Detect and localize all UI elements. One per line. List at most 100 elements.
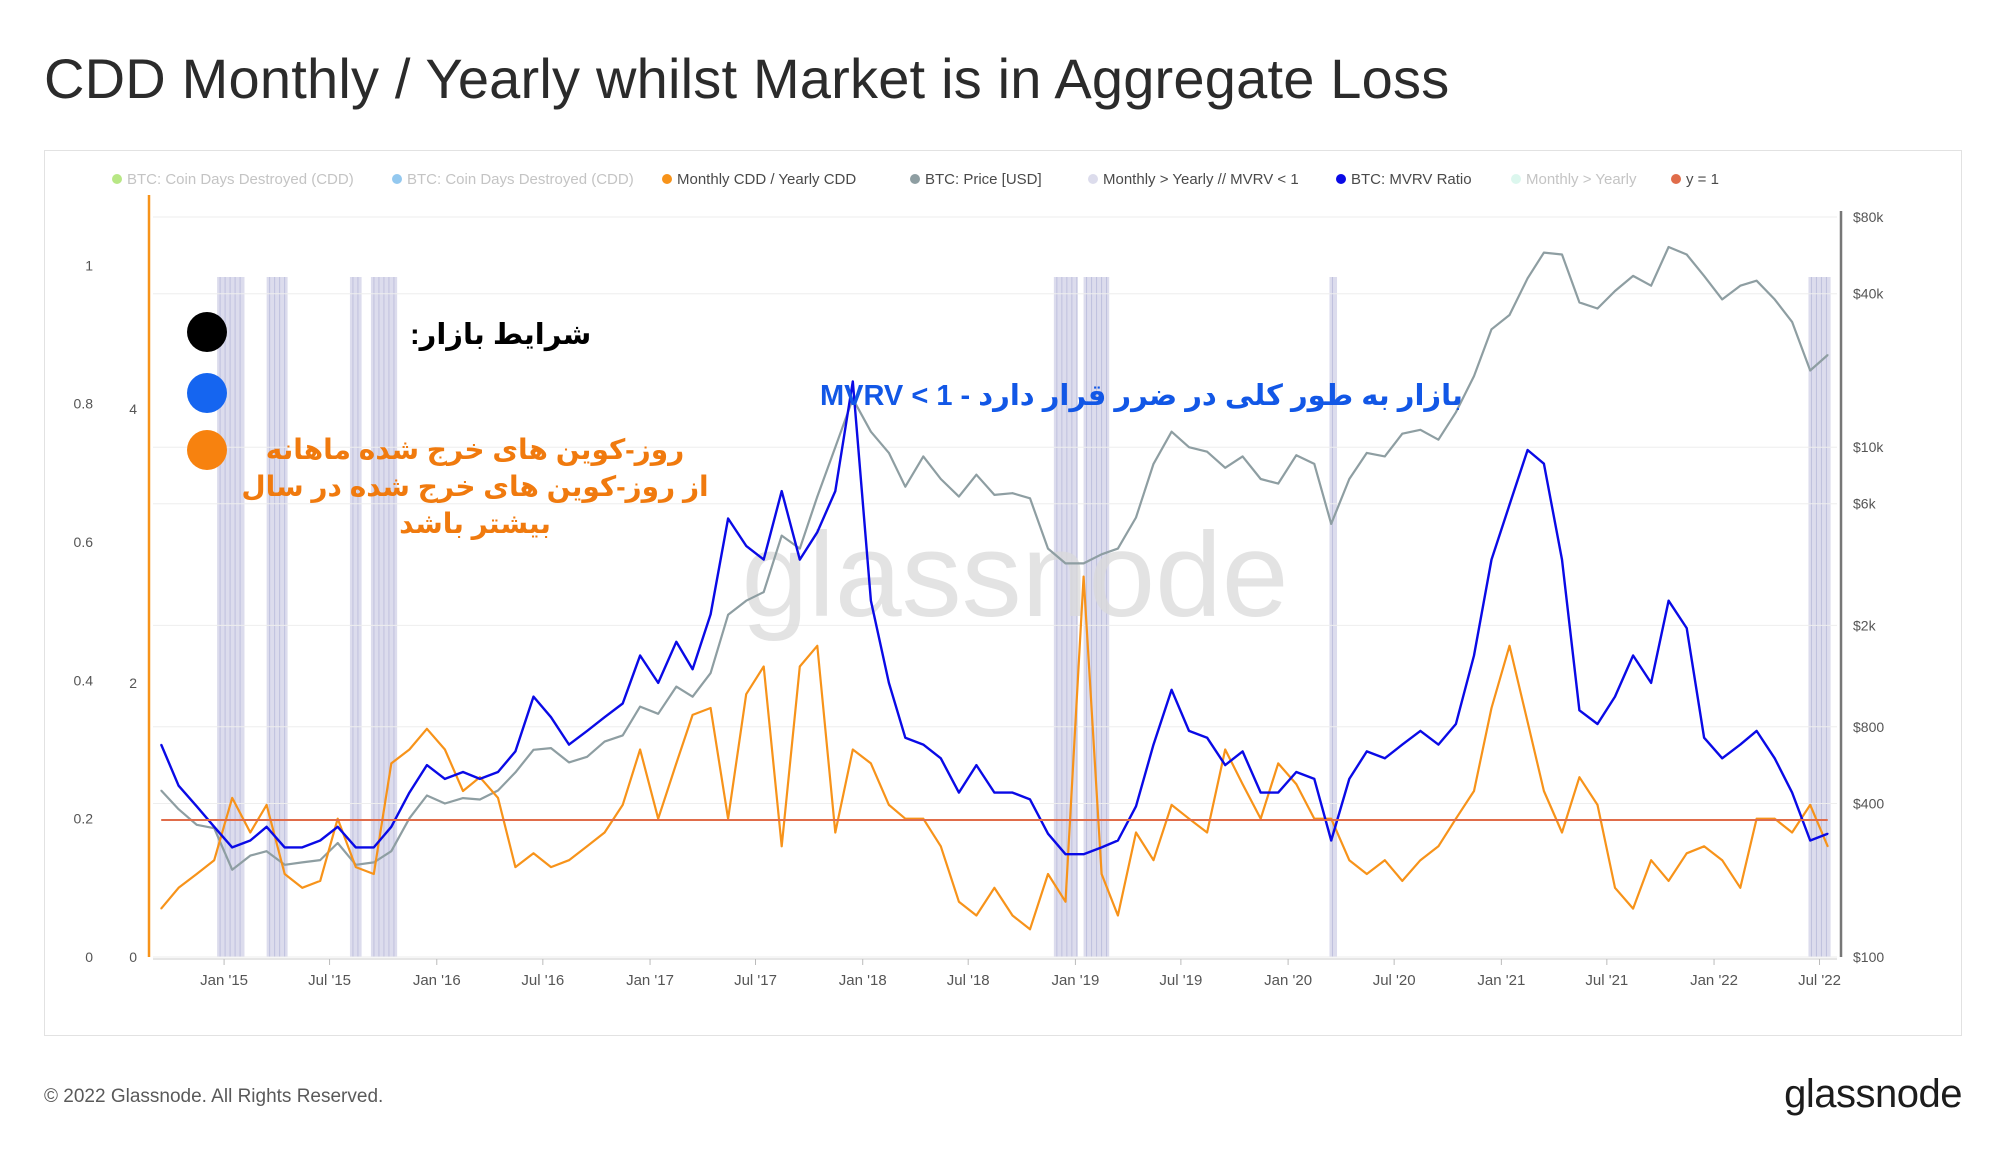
mvrv-line-point (958, 791, 960, 794)
legend-item[interactable]: Monthly CDD / Yearly CDD (662, 171, 856, 188)
mvrv-line-point (372, 846, 375, 849)
cdd-ratio-line-point (1295, 783, 1298, 785)
legend-item[interactable]: BTC: Price [USD] (910, 171, 1042, 188)
annotation-mvrv: بازار به طور کلی در ضرر قرار دارد - 1 > … (820, 380, 1463, 412)
mvrv-line-point (1543, 462, 1545, 465)
y-tick-right: $6k (1853, 496, 1877, 512)
price-line-point (444, 802, 446, 805)
footer-brand-logo[interactable]: glassnode (1784, 1072, 1962, 1116)
dot-blue (187, 373, 227, 413)
mvrv-line-point (939, 757, 942, 760)
cdd-ratio-line-point (1809, 804, 1812, 806)
cdd-ratio-line-point (1667, 880, 1670, 882)
price-line-point (1703, 275, 1705, 277)
legend-label: BTC: MVRV Ratio (1351, 171, 1472, 188)
mvrv-line-point (336, 825, 339, 828)
mvrv-line-point (1206, 736, 1208, 739)
mvrv-line-point (745, 545, 748, 547)
mvrv-line-point (1578, 709, 1581, 712)
price-line-point (1755, 279, 1758, 282)
cdd-ratio-line-point (1437, 845, 1440, 848)
watermark: glassnode (741, 508, 1288, 642)
annotation-cdd-line1: روز-کوین های خرج شده ماهانه (266, 434, 685, 467)
mvrv-line-point (1224, 764, 1227, 766)
legend-label: Monthly CDD / Yearly CDD (677, 171, 856, 188)
cdd-ratio-line-point (1152, 859, 1155, 862)
cdd-ratio-line-point (354, 866, 357, 868)
price-line-point (462, 797, 464, 799)
y-tick-outer: 0 (85, 949, 93, 965)
cdd-ratio-line-point (675, 762, 678, 765)
price-line-point (1029, 497, 1031, 500)
mvrv-line-point (1809, 839, 1812, 842)
price-line-point (1455, 411, 1457, 414)
mvrv-line-point (390, 825, 393, 828)
x-tick-label: Jan '21 (1477, 972, 1525, 989)
price-line-point (1473, 375, 1475, 377)
price-line-point (1206, 450, 1208, 453)
price-line-point (1543, 251, 1545, 254)
price-line-point (408, 817, 411, 820)
mvrv-line-point (249, 839, 252, 842)
cdd-ratio-line-point (372, 873, 375, 875)
cdd-ratio-line-point (1277, 762, 1280, 765)
page-title: CDD Monthly / Yearly whilst Market is in… (44, 47, 1450, 110)
legend-item[interactable]: BTC: Coin Days Destroyed (CDD) (112, 171, 354, 188)
mvrv-line-point (1739, 743, 1742, 746)
mvrv-line-point (1685, 627, 1688, 629)
x-tick-label: Jul '15 (308, 972, 351, 989)
price-line-point (1667, 246, 1670, 248)
mvrv-line-point (657, 682, 660, 684)
cdd-ratio-line-point (408, 748, 411, 751)
annotation-cdd-line2: از روز-کوین های خرج شده در سال (241, 471, 708, 504)
chart-frame: BTC: Coin Days Destroyed (CDD) BTC: Coin … (44, 150, 1962, 1036)
legend-label: y = 1 (1686, 171, 1719, 188)
price-line-point (1614, 290, 1616, 292)
cdd-ratio-line-point (1117, 914, 1119, 917)
dot-black (187, 312, 227, 352)
cdd-ratio-line-point (1011, 914, 1014, 917)
mvrv-line-point (319, 839, 322, 842)
cdd-ratio-line-point (1791, 831, 1793, 834)
x-tick-label: Jul '16 (521, 972, 564, 989)
mvrv-line-point (1614, 695, 1616, 698)
cdd-ratio-line-point (691, 714, 694, 716)
cdd-ratio-line-point (390, 762, 393, 765)
cdd-ratio-line-point (265, 804, 268, 806)
cdd-ratio-line-point (1721, 859, 1724, 862)
legend-item[interactable]: Monthly > Yearly // MVRV < 1 (1088, 171, 1299, 188)
legend-item[interactable]: BTC: MVRV Ratio (1336, 171, 1472, 188)
price-line-point (1401, 432, 1404, 435)
mvrv-line-point (1455, 723, 1457, 725)
mvrv-line-point (1791, 791, 1793, 794)
price-line-point (798, 547, 801, 550)
cdd-ratio-line-point (1508, 644, 1511, 647)
dot-orange (187, 430, 227, 470)
cdd-ratio-line-point (993, 886, 996, 889)
grid (153, 216, 1837, 958)
price-line-point (975, 473, 978, 476)
x-tick-label: Jul '18 (947, 972, 990, 989)
mvrv-line-point (568, 743, 570, 746)
mvrv-line-point (1064, 853, 1067, 856)
legend-dot (1336, 174, 1346, 184)
cdd-ratio-line-point (780, 845, 783, 848)
y-tick-inner: 0 (129, 949, 137, 965)
y-tick-right: $10k (1853, 439, 1884, 455)
cdd-ratio-line-point (195, 873, 198, 875)
series-layer (160, 245, 1829, 931)
legend-item[interactable]: BTC: Coin Days Destroyed (CDD) (392, 171, 634, 188)
mvrv-line-point (639, 654, 641, 657)
cdd-ratio-line-point (1029, 928, 1031, 931)
price-line-point (709, 672, 712, 674)
price-line-point (265, 850, 268, 853)
legend-item[interactable]: Monthly > Yearly (1511, 171, 1637, 188)
mvrv-line-point (1526, 449, 1529, 451)
annotation-box: شرایط بازار: بازار به طور کلی در ضرر قرا… (187, 312, 1463, 540)
legend-item[interactable]: y = 1 (1671, 171, 1719, 188)
mvrv-line-point (550, 716, 552, 719)
cdd-ratio-line-point (1383, 859, 1386, 862)
mvrv-line-point (1365, 750, 1368, 753)
legend-label: BTC: Price [USD] (925, 171, 1042, 188)
cdd-ratio-line-point (249, 831, 252, 834)
